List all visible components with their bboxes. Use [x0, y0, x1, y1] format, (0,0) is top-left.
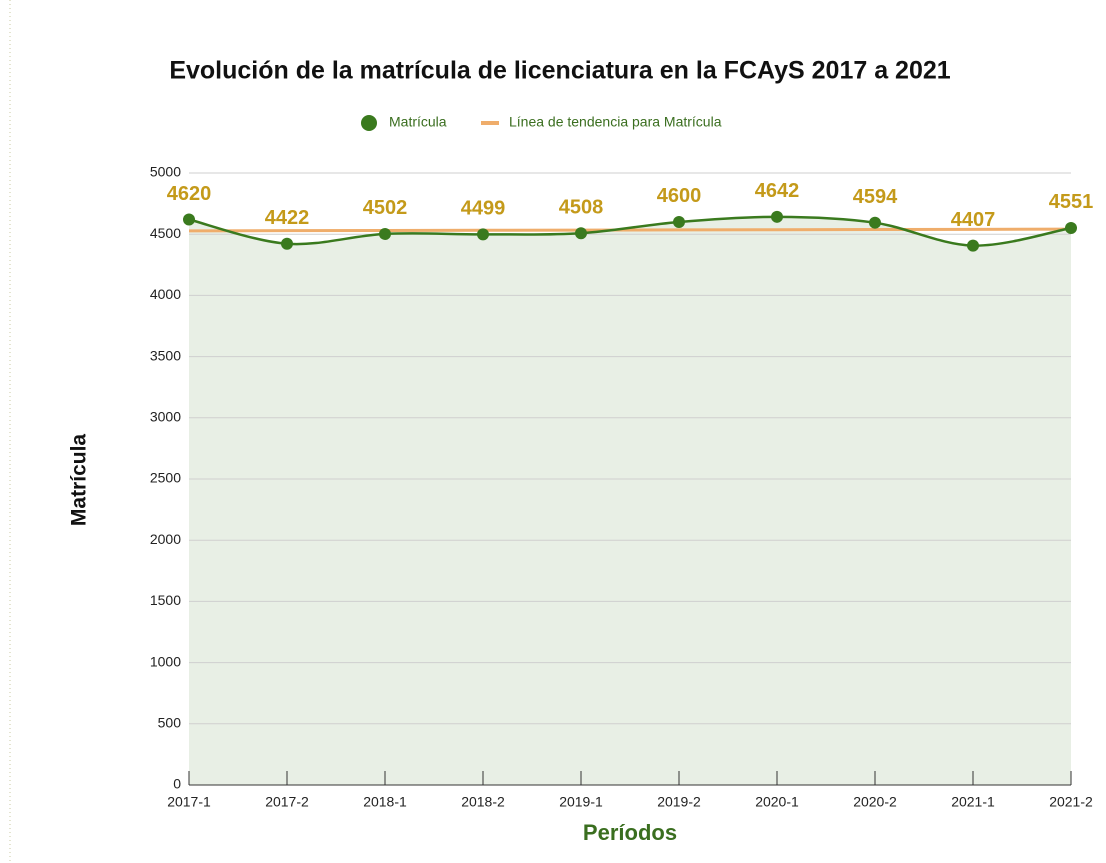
y-tick-label: 2000	[150, 531, 181, 547]
point	[869, 216, 881, 229]
line	[188, 215, 1072, 247]
y-axis-title: Matrícula	[68, 434, 91, 527]
point	[1065, 221, 1077, 234]
area	[189, 216, 1071, 785]
x-tick-label: 2018-1	[363, 794, 407, 810]
point	[379, 227, 391, 240]
y-tick-label: 0	[173, 776, 181, 792]
y-tick-label: 1500	[150, 592, 181, 608]
point	[967, 239, 979, 252]
x-tick-label: 2018-2	[461, 794, 505, 810]
y-tick-label: 2500	[150, 470, 181, 486]
x-tick-label: 2020-2	[853, 794, 897, 810]
data-label: 4620	[167, 183, 212, 205]
x-tick-label: 2020-1	[755, 794, 799, 810]
x-tick-label: 2017-2	[265, 794, 309, 810]
y-tick-label: 1000	[150, 653, 181, 669]
y-tick-label: 4500	[150, 225, 181, 241]
legend-label: Línea de tendencia para Matrícula	[509, 114, 722, 130]
data-label: 4508	[559, 197, 604, 219]
y-tick-label: 4000	[150, 286, 181, 302]
point	[771, 210, 783, 223]
data-label: 4551	[1049, 191, 1094, 213]
x-tick-label: 2021-2	[1049, 794, 1093, 810]
legend-marker	[361, 115, 377, 131]
point	[281, 237, 293, 250]
data-label: 4594	[853, 186, 898, 208]
point	[673, 215, 685, 228]
x-tick-label: 2019-1	[559, 794, 603, 810]
x-tick-label: 2019-2	[657, 794, 701, 810]
data-label: 4499	[461, 198, 506, 220]
x-tick-label: 2017-1	[167, 794, 211, 810]
data-label: 4642	[755, 180, 800, 202]
data-label: 4407	[951, 209, 996, 231]
x-axis-title: Períodos	[583, 820, 677, 845]
y-tick-label: 5000	[150, 164, 181, 180]
x-tick-label: 2021-1	[951, 794, 995, 810]
y-tick-label: 500	[158, 715, 182, 731]
data-label: 4502	[363, 197, 408, 219]
y-tick-label: 3500	[150, 347, 181, 363]
point	[183, 213, 195, 226]
data-label: 4600	[657, 185, 702, 207]
point	[477, 228, 489, 241]
point	[575, 227, 587, 240]
chart-title: Evolución de la matrícula de licenciatur…	[169, 57, 950, 85]
data-label: 4422	[265, 207, 310, 229]
legend-label: Matrícula	[389, 114, 447, 130]
y-tick-label: 3000	[150, 409, 181, 425]
trend-line	[188, 227, 1072, 233]
